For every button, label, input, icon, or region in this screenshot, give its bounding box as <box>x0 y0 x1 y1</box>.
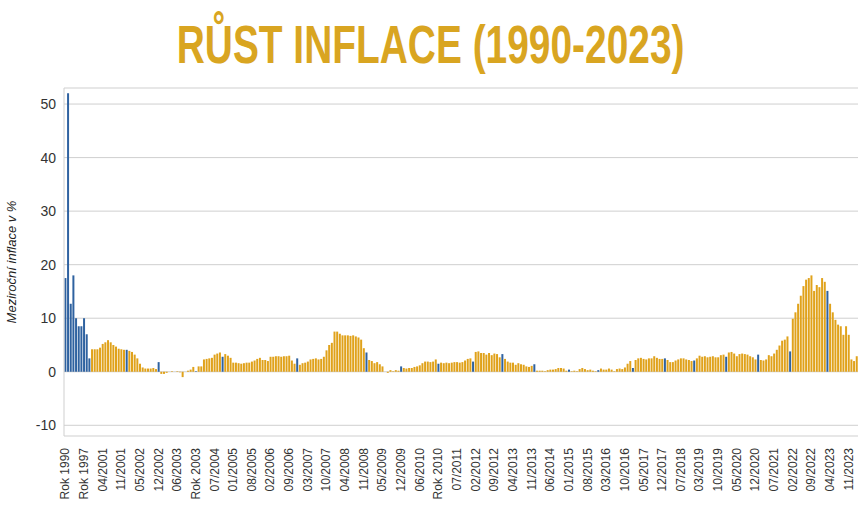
svg-text:-10: -10 <box>36 417 56 433</box>
svg-text:04/2001: 04/2001 <box>96 448 110 492</box>
svg-text:40: 40 <box>40 150 56 166</box>
svg-text:11/2023: 11/2023 <box>842 448 854 491</box>
svg-text:06/2003: 06/2003 <box>170 448 184 492</box>
svg-text:12/2020: 12/2020 <box>748 448 762 492</box>
svg-text:10/2019: 10/2019 <box>711 448 725 492</box>
svg-text:03/2016: 03/2016 <box>599 448 613 492</box>
svg-text:12/2009: 12/2009 <box>394 448 408 492</box>
svg-text:03/2019: 03/2019 <box>692 448 706 492</box>
svg-text:05/2002: 05/2002 <box>133 448 147 492</box>
svg-text:07/2011: 07/2011 <box>450 448 464 491</box>
svg-text:07/2004: 07/2004 <box>208 448 222 492</box>
svg-text:12/2002: 12/2002 <box>152 448 166 492</box>
svg-text:05/2020: 05/2020 <box>730 448 744 492</box>
svg-text:10/2016: 10/2016 <box>618 448 632 492</box>
svg-text:05/2009: 05/2009 <box>375 448 389 492</box>
svg-text:11/2013: 11/2013 <box>525 448 539 491</box>
svg-text:04/2008: 04/2008 <box>338 448 352 492</box>
svg-text:11/2008: 11/2008 <box>357 448 371 491</box>
svg-text:02/2012: 02/2012 <box>469 448 483 492</box>
svg-text:04/2023: 04/2023 <box>823 448 837 492</box>
svg-text:02/2006: 02/2006 <box>263 448 277 492</box>
svg-text:Rok 2010: Rok 2010 <box>431 448 445 500</box>
svg-text:Rok 1990: Rok 1990 <box>58 448 72 500</box>
svg-text:Rok 1997: Rok 1997 <box>77 448 91 500</box>
svg-text:01/2005: 01/2005 <box>226 448 240 492</box>
html-text:RŮST INFLACE (1990-2023): RŮST INFLACE (1990-2023) <box>177 14 685 74</box>
svg-text:03/2007: 03/2007 <box>301 448 315 492</box>
svg-text:30: 30 <box>40 203 56 219</box>
svg-text:04/2013: 04/2013 <box>506 448 520 492</box>
svg-text:11/2001: 11/2001 <box>114 448 128 491</box>
svg-text:07/2021: 07/2021 <box>767 448 781 492</box>
svg-text:09/2022: 09/2022 <box>804 448 818 492</box>
svg-text:10/2007: 10/2007 <box>319 448 333 492</box>
svg-text:20: 20 <box>40 257 56 273</box>
svg-text:09/2006: 09/2006 <box>282 448 296 492</box>
svg-text:08/2015: 08/2015 <box>581 448 595 492</box>
svg-text:06/2014: 06/2014 <box>543 448 557 492</box>
svg-text:05/2017: 05/2017 <box>637 448 651 492</box>
svg-text:02/2022: 02/2022 <box>786 448 800 492</box>
svg-text:12/2017: 12/2017 <box>655 448 669 492</box>
svg-text:10: 10 <box>40 310 56 326</box>
svg-text:50: 50 <box>40 96 56 112</box>
svg-text:07/2018: 07/2018 <box>674 448 688 492</box>
svg-text:01/2015: 01/2015 <box>562 448 576 492</box>
svg-text:08/2005: 08/2005 <box>245 448 259 492</box>
svg-text:06/2010: 06/2010 <box>413 448 427 492</box>
svg-text:Meziroční inflace v %: Meziroční inflace v % <box>8 201 19 324</box>
svg-text:09/2012: 09/2012 <box>487 448 501 492</box>
svg-text:0: 0 <box>48 364 56 380</box>
svg-text:Rok 2003: Rok 2003 <box>189 448 203 500</box>
